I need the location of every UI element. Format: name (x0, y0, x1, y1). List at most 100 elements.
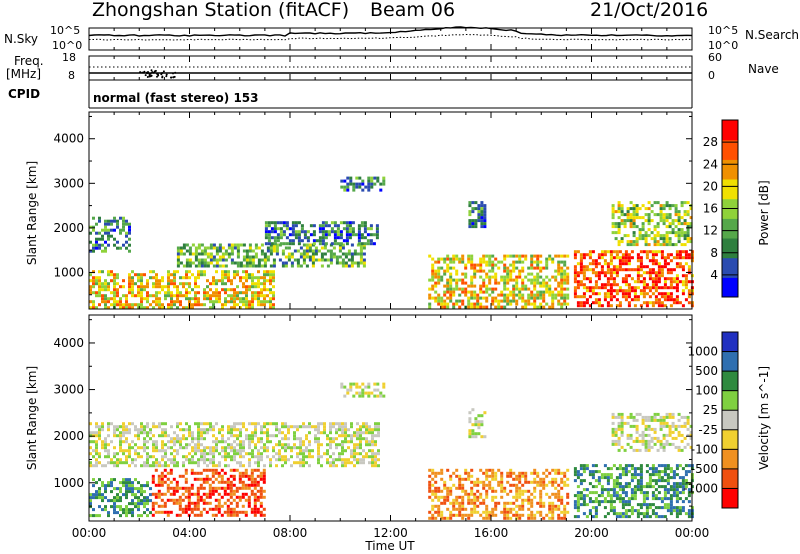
velocity-cell (149, 431, 152, 435)
velocity-cell (260, 425, 263, 429)
power-cell (146, 300, 149, 304)
velocity-cell (470, 492, 474, 496)
power-cell (560, 272, 564, 276)
power-cell (215, 264, 219, 268)
velocity-cell (137, 452, 140, 456)
velocity-cell (119, 440, 122, 444)
power-cell (603, 283, 607, 287)
velocity-cell (665, 433, 669, 437)
velocity-cell (257, 440, 260, 444)
velocity-cell (672, 482, 676, 486)
velocity-cell (651, 485, 655, 489)
power-cell (233, 243, 237, 247)
power-cell (554, 254, 558, 258)
power-cell (666, 262, 670, 266)
velocity-cell (476, 480, 480, 484)
velocity-cell (612, 512, 616, 516)
velocity-cell (125, 478, 128, 482)
power-cell (224, 270, 227, 274)
power-cell (323, 258, 327, 262)
power-cell (684, 298, 688, 302)
velocity-cell (95, 452, 98, 456)
power-cell (291, 242, 295, 246)
power-cell (342, 221, 346, 225)
power-cell (480, 201, 484, 205)
power-cell (612, 289, 616, 293)
power-cell (509, 254, 513, 258)
velocity-cell (335, 458, 338, 462)
power-cell (533, 287, 537, 291)
velocity-cell (477, 426, 481, 430)
power-cell (479, 305, 483, 309)
power-cell (582, 295, 586, 299)
velocity-cell (239, 422, 242, 426)
velocity-cell (618, 497, 622, 501)
velocity-cell (293, 446, 296, 450)
power-cell (140, 306, 143, 310)
velocity-cell (116, 425, 119, 429)
power-cell (212, 279, 215, 283)
velocity-cell (651, 467, 655, 471)
velocity-cell (359, 431, 362, 435)
velocity-cell (326, 443, 329, 447)
velocity-cell (208, 492, 212, 496)
velocity-cell (629, 412, 633, 416)
power-cell (437, 296, 441, 300)
power-cell (239, 291, 242, 295)
power-cell (551, 305, 555, 309)
power-cell (449, 287, 453, 291)
power-cell (461, 302, 465, 306)
velocity-cell (326, 452, 329, 456)
power-cell (609, 262, 613, 266)
velocity-cell (557, 498, 561, 502)
power-cell (209, 258, 213, 262)
velocity-cell (209, 449, 212, 453)
power-cell (645, 271, 649, 275)
power-cell (443, 305, 447, 309)
power-cell (582, 271, 586, 275)
velocity-cell (128, 446, 131, 450)
velocity-cell (606, 500, 610, 504)
velocity-cell (323, 431, 326, 435)
velocity-cell (178, 498, 182, 502)
velocity-cell (612, 464, 616, 468)
velocity-cell (612, 482, 616, 486)
velocity-cell (253, 504, 257, 508)
velocity-cell (191, 455, 194, 459)
power-cell (470, 281, 474, 285)
velocity-cell (293, 434, 296, 438)
velocity-cell (190, 510, 194, 514)
power-cell (324, 242, 328, 246)
power-cell (323, 252, 327, 256)
velocity-cell (455, 501, 459, 505)
velocity-cell (211, 513, 215, 517)
velocity-cell (137, 437, 140, 441)
power-cell (653, 240, 657, 244)
velocity-cell (152, 455, 155, 459)
power-cell (479, 287, 483, 291)
velocity-cell (338, 455, 341, 459)
velocity-cell (188, 443, 191, 447)
velocity-cell (576, 494, 580, 498)
power-cell (309, 224, 313, 228)
velocity-cell (476, 483, 480, 487)
power-cell (449, 272, 453, 276)
velocity-cell (335, 428, 338, 432)
power-cell (687, 289, 691, 293)
velocity-cell (191, 440, 194, 444)
velocity-cell (644, 418, 648, 422)
power-colorbar-segment (722, 139, 738, 160)
power-cell (449, 257, 453, 261)
velocity-cell (98, 425, 101, 429)
power-cell (209, 288, 212, 292)
velocity-cell (518, 471, 522, 475)
velocity-cell (224, 458, 227, 462)
power-cell (272, 306, 275, 310)
power-cell (663, 259, 667, 263)
velocity-cell (573, 515, 577, 519)
power-cell (674, 243, 678, 247)
velocity-cell (566, 483, 570, 487)
power-cell (305, 264, 309, 268)
velocity-cell (645, 512, 649, 516)
velocity-cell (173, 449, 176, 453)
